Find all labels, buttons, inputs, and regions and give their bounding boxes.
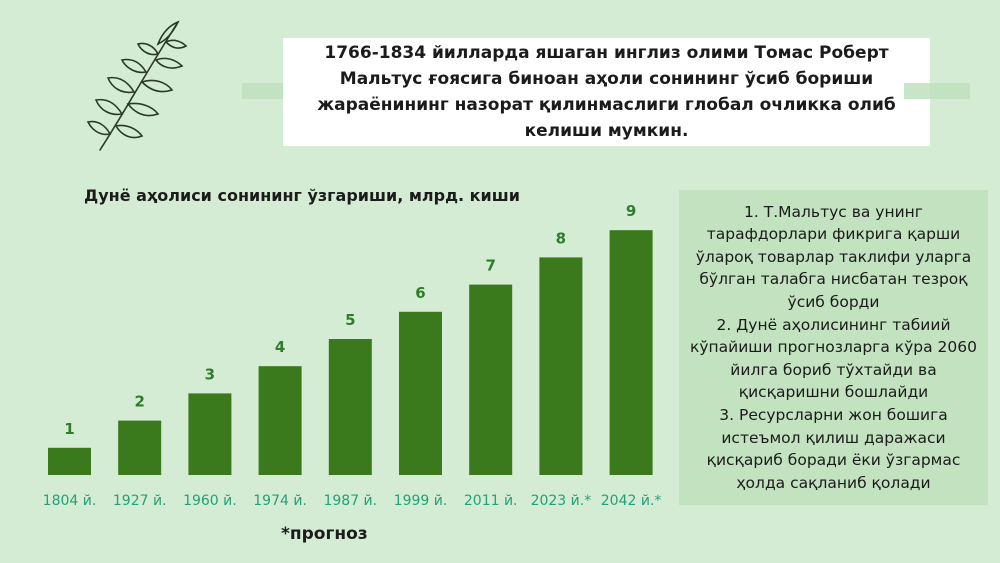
bar [118, 420, 162, 475]
population-bar-chart: 1 1804 й. 2 1927 й. 3 1960 й. 4 1974 й. 5 1987 й.… [43, 202, 662, 509]
x-tick-label: 1960 й. [183, 493, 237, 509]
bar [188, 393, 232, 475]
bar [48, 447, 91, 475]
side-panel-item: 3. Ресурсларни жон бошига истеъмол қилиш… [706, 405, 961, 492]
side-panel-item: 2. Дунё аҳолисининг табиий кўпайиши прог… [689, 315, 977, 402]
forecast-footnote: *прогноз [281, 524, 368, 544]
x-tick-label: 2023 й.* [531, 493, 592, 509]
bar-value-label: 5 [345, 311, 355, 329]
x-tick-label: 1804 й. [43, 493, 97, 509]
bar-value-label: 4 [275, 338, 285, 356]
bar [328, 339, 372, 475]
side-panel: 1. Т.Мальтус ва унинг тарафдорлари фикри… [679, 190, 988, 505]
x-tick-label: 2042 й.* [601, 493, 662, 509]
bar-value-label: 7 [485, 257, 495, 275]
x-tick-label: 1927 й. [113, 493, 167, 509]
bar [258, 366, 302, 475]
chart-title: Дунё аҳолиси сонининг ўзгариши, млрд. ки… [84, 186, 520, 205]
x-tick-label: 1987 й. [323, 493, 377, 509]
bar [469, 284, 513, 475]
bar-value-label: 1 [64, 420, 74, 438]
bar-value-label: 2 [134, 393, 144, 411]
x-tick-label: 2011 й. [464, 493, 518, 509]
bar-value-label: 8 [556, 229, 566, 247]
header-text: 1766-1834 йилларда яшаган инглиз олими Т… [317, 43, 896, 141]
side-panel-item: 1. Т.Мальтус ва унинг тарафдорлари фикри… [695, 202, 972, 312]
bar [609, 230, 653, 475]
bar-value-label: 9 [626, 202, 636, 220]
header-card: 1766-1834 йилларда яшаган инглиз олими Т… [283, 38, 930, 146]
bar-value-label: 3 [205, 365, 215, 383]
bar [539, 257, 583, 475]
decorative-tape-right [904, 83, 970, 99]
bar-value-label: 6 [415, 284, 425, 302]
x-tick-label: 1999 й. [394, 493, 448, 509]
x-tick-label: 1974 й. [253, 493, 307, 509]
bar [399, 311, 442, 475]
leaf-branch-icon [86, 20, 188, 151]
